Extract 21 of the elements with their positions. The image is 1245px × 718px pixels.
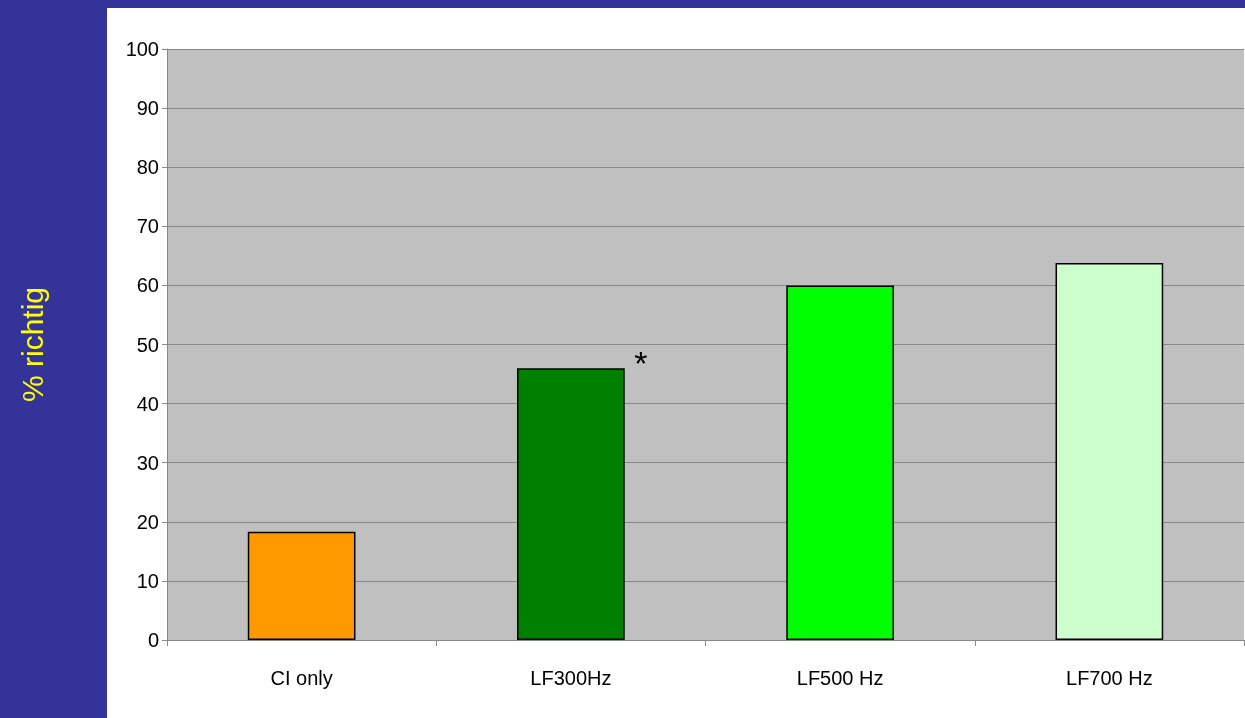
y-tick-label: 50 (136, 333, 159, 356)
bar (786, 285, 894, 640)
x-tick-label: LF700 Hz (1066, 667, 1153, 689)
x-tick-label: LF500 Hz (796, 667, 884, 689)
y-tick-label: 40 (136, 392, 159, 415)
bar (517, 368, 625, 640)
y-axis-title: % richtig (15, 286, 49, 403)
y-tick-label: 30 (136, 451, 159, 474)
x-tick-label: CI only (270, 667, 333, 689)
y-tick-label: 20 (136, 510, 159, 533)
y-tick-label: 90 (136, 97, 159, 120)
y-tick-label: 0 (147, 629, 159, 651)
x-tick-label: LF300Hz (530, 667, 612, 689)
y-tick-label: 10 (136, 569, 159, 592)
annotation: * (634, 344, 648, 383)
bar (1055, 262, 1164, 640)
y-tick-label: 100 (125, 38, 159, 60)
y-tick-label: 60 (136, 274, 159, 297)
y-tick-label: 80 (136, 156, 159, 179)
bar (247, 531, 356, 640)
y-tick-label: 70 (136, 215, 159, 238)
